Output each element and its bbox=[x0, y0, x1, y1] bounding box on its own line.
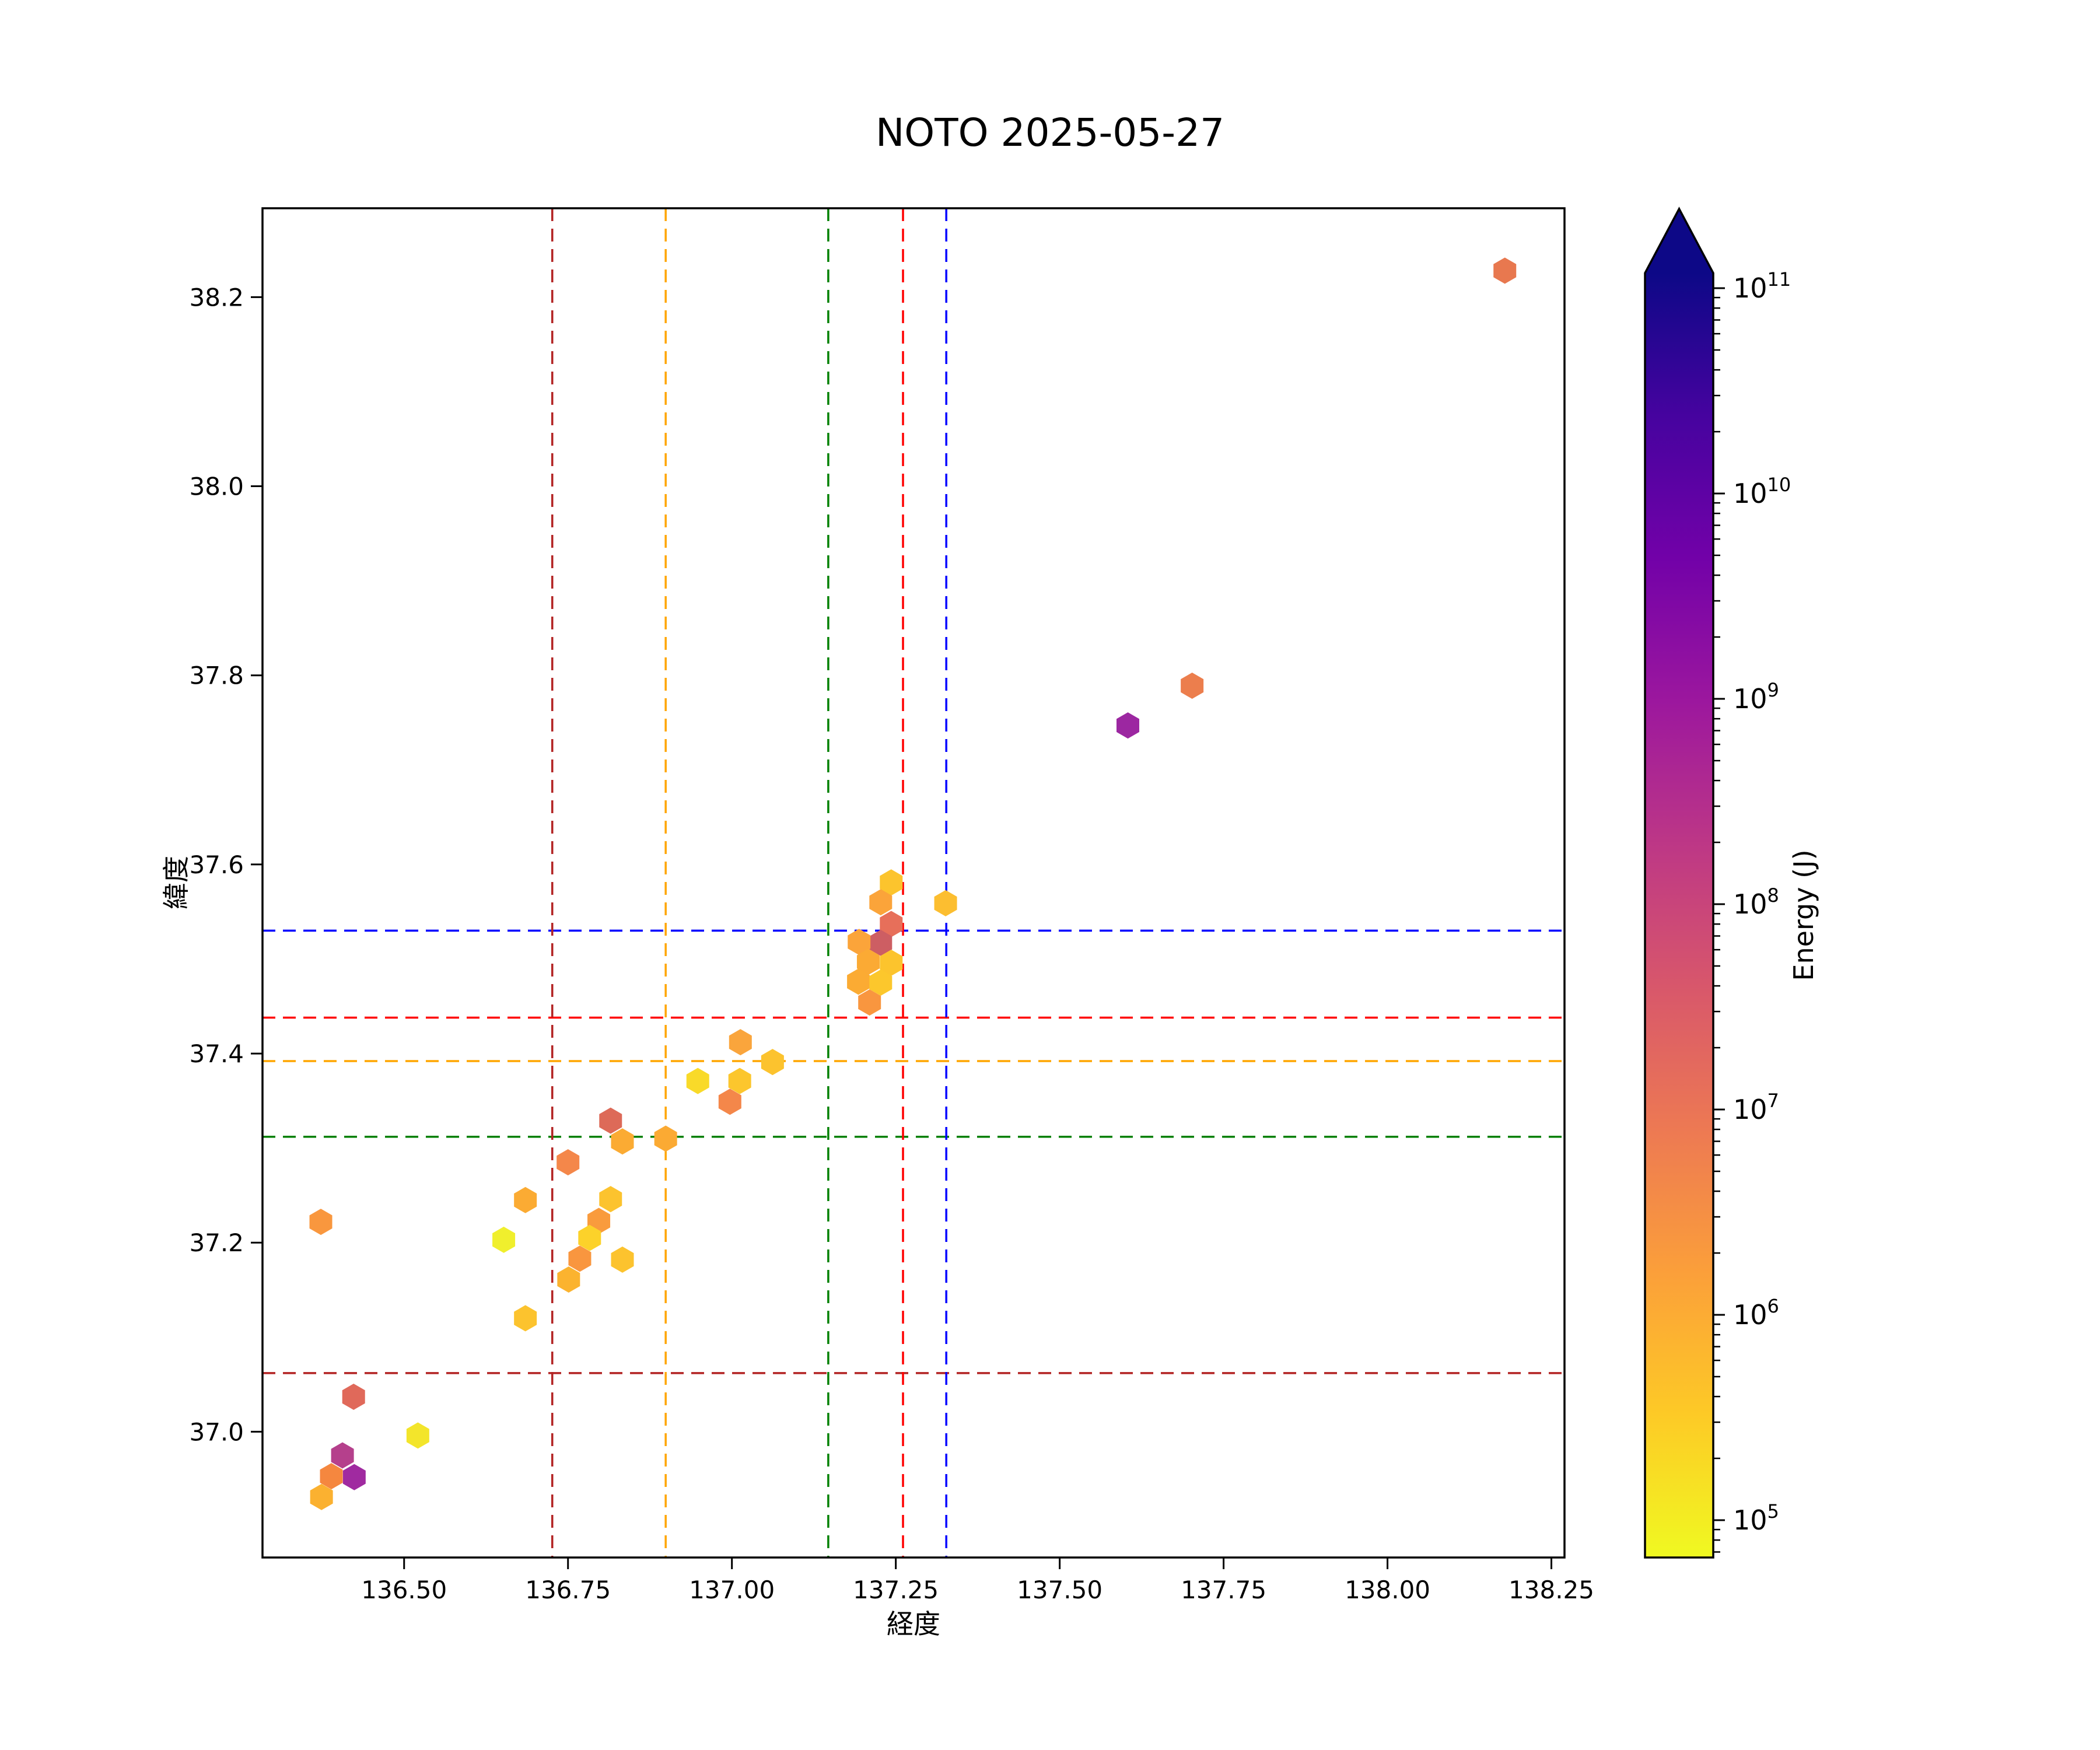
hexbin-point bbox=[309, 1209, 332, 1236]
hexbin-point bbox=[1493, 257, 1517, 284]
x-tick-label: 137.00 bbox=[689, 1576, 775, 1604]
hexbin-point bbox=[342, 1464, 366, 1490]
hexbin-point bbox=[729, 1029, 752, 1056]
hexbin-point bbox=[880, 949, 903, 976]
colorbar: 1011 1010 109 108 107 106 105 bbox=[1644, 206, 1791, 1559]
colorbar-label: Energy (J) bbox=[1788, 849, 1819, 981]
hexbin-point bbox=[611, 1128, 634, 1155]
hexbin-point bbox=[761, 1049, 784, 1076]
y-tick-label: 37.2 bbox=[189, 1228, 244, 1257]
y-axis-label: 緯度 bbox=[160, 856, 192, 909]
hexbin-point bbox=[599, 1186, 622, 1213]
x-axis: 136.50 136.75 137.00 137.25 137.50 137.75 138.… bbox=[361, 1558, 1594, 1604]
hexbin-point bbox=[557, 1266, 580, 1293]
hexbin-point bbox=[406, 1422, 429, 1449]
hexbin-point bbox=[514, 1305, 537, 1332]
hexbin-point bbox=[1181, 673, 1204, 699]
x-tick-label: 137.50 bbox=[1017, 1576, 1102, 1604]
colorbar-extend-arrow bbox=[1645, 209, 1713, 273]
colorbar-tick-label: 107 bbox=[1733, 1090, 1779, 1125]
colorbar-tick-label: 1010 bbox=[1733, 474, 1791, 509]
x-tick-label: 137.75 bbox=[1181, 1576, 1266, 1604]
y-tick-label: 38.2 bbox=[189, 283, 244, 312]
x-tick-label: 137.25 bbox=[853, 1576, 939, 1604]
hexbin-point bbox=[568, 1245, 592, 1272]
hexbin-points-layer bbox=[309, 257, 1517, 1510]
y-tick-label: 37.6 bbox=[189, 850, 244, 879]
hexbin-point bbox=[728, 1068, 751, 1094]
hexbin-point bbox=[934, 890, 957, 916]
hexbin-point bbox=[599, 1107, 622, 1134]
y-tick-label: 38.0 bbox=[189, 473, 244, 501]
hexbin-point bbox=[492, 1226, 516, 1253]
x-axis-label: 経度 bbox=[887, 1608, 940, 1640]
hexbin-point bbox=[718, 1088, 741, 1115]
y-tick-label: 37.4 bbox=[189, 1040, 244, 1068]
x-tick-label: 136.50 bbox=[361, 1576, 447, 1604]
hexbin-point bbox=[578, 1224, 601, 1251]
hexbin-point bbox=[611, 1246, 634, 1273]
hexbin-point bbox=[342, 1383, 365, 1410]
hexbin-point bbox=[847, 968, 870, 995]
hexbin-point bbox=[654, 1125, 677, 1152]
axes-frame bbox=[261, 207, 1566, 1559]
hexbin-point bbox=[310, 1483, 333, 1510]
colorbar-tick-label: 105 bbox=[1733, 1500, 1779, 1536]
hexbin-point bbox=[869, 889, 892, 916]
hexbin-point bbox=[320, 1463, 343, 1490]
y-tick-label: 37.0 bbox=[189, 1418, 244, 1446]
hexbin-point bbox=[556, 1149, 580, 1175]
hexbin-point bbox=[880, 911, 903, 937]
x-tick-label: 136.75 bbox=[525, 1576, 611, 1604]
colorbar-tick-label: 109 bbox=[1733, 679, 1779, 715]
y-axis: 38.2 38.0 37.8 37.6 37.4 37.2 37.0 bbox=[189, 283, 262, 1446]
x-tick-label: 138.25 bbox=[1508, 1576, 1594, 1604]
colorbar-tick-label: 1011 bbox=[1733, 268, 1791, 304]
hexbin-point bbox=[856, 949, 880, 975]
chart-title: NOTO 2025-05-27 bbox=[876, 110, 1224, 155]
colorbar-tick-label: 108 bbox=[1733, 884, 1779, 920]
hexbin-point bbox=[1116, 712, 1140, 739]
hexbin-point bbox=[331, 1442, 354, 1469]
reference-lines-layer bbox=[262, 208, 1564, 1558]
hexbin-point bbox=[880, 869, 903, 896]
hexbin-point bbox=[686, 1068, 709, 1094]
hexbin-point bbox=[858, 989, 881, 1016]
hexbin-point bbox=[848, 929, 871, 956]
colorbar-gradient bbox=[1645, 273, 1713, 1558]
colorbar-tick-label: 106 bbox=[1733, 1295, 1779, 1331]
y-tick-label: 37.8 bbox=[189, 662, 244, 690]
colorbar-outline bbox=[1644, 206, 1714, 1559]
x-tick-label: 138.00 bbox=[1345, 1576, 1430, 1604]
hexbin-point bbox=[514, 1186, 537, 1213]
hexbin-point bbox=[869, 929, 892, 956]
hexbin-point bbox=[869, 970, 892, 996]
